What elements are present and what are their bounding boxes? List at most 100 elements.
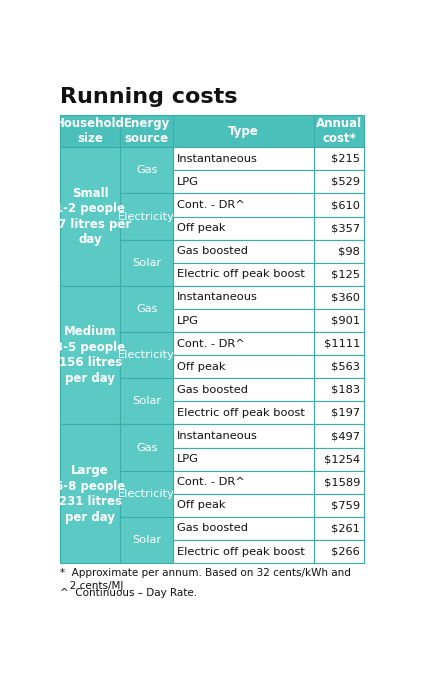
Bar [174, 424, 314, 447]
Text: $1589: $1589 [324, 477, 360, 487]
Bar [314, 379, 364, 402]
Bar [314, 194, 364, 217]
Text: Annual
cost*: Annual cost* [316, 117, 362, 145]
Bar [120, 332, 174, 379]
Text: Electric off peak boost: Electric off peak boost [177, 269, 305, 280]
Text: Instantaneous: Instantaneous [177, 431, 258, 441]
Bar [174, 517, 314, 540]
Text: Cont. - DR^: Cont. - DR^ [177, 339, 245, 349]
Text: Instantaneous: Instantaneous [177, 293, 258, 302]
Bar [120, 471, 174, 517]
Bar [174, 447, 314, 471]
Text: Gas: Gas [136, 443, 158, 453]
Bar [174, 355, 314, 379]
Bar [120, 517, 174, 563]
Bar [314, 424, 364, 447]
Text: $1111: $1111 [324, 339, 360, 349]
Text: $98: $98 [338, 246, 360, 256]
Text: Gas boosted: Gas boosted [177, 246, 248, 256]
Text: Electricity: Electricity [118, 489, 175, 499]
Text: Energy
source: Energy source [124, 117, 170, 145]
Bar [174, 263, 314, 286]
Bar [314, 402, 364, 424]
Bar [174, 540, 314, 563]
Text: $610: $610 [331, 200, 360, 210]
Bar [314, 471, 364, 494]
Text: $357: $357 [331, 223, 360, 233]
Text: Solar: Solar [132, 396, 162, 406]
Bar [314, 517, 364, 540]
Bar [174, 194, 314, 217]
Bar [314, 170, 364, 194]
Text: Household
size: Household size [55, 117, 125, 145]
Bar [314, 447, 364, 471]
Bar [60, 147, 120, 286]
Bar [174, 217, 314, 239]
Bar [174, 286, 314, 309]
Text: Medium
3-5 people
156 litres
per day: Medium 3-5 people 156 litres per day [55, 325, 125, 385]
Bar [174, 115, 314, 147]
Text: $183: $183 [331, 385, 360, 395]
Text: $759: $759 [331, 501, 360, 510]
Text: Electric off peak boost: Electric off peak boost [177, 408, 305, 418]
Bar [120, 115, 174, 147]
Bar [120, 424, 174, 471]
Text: ^  Continuous – Day Rate.: ^ Continuous – Day Rate. [60, 588, 197, 597]
Text: $261: $261 [331, 524, 360, 533]
Text: $125: $125 [331, 269, 360, 280]
Text: LPG: LPG [177, 316, 199, 325]
Text: Solar: Solar [132, 258, 162, 268]
Text: Gas: Gas [136, 166, 158, 175]
Text: $901: $901 [331, 316, 360, 325]
Text: $197: $197 [331, 408, 360, 418]
Text: Electricity: Electricity [118, 211, 175, 222]
Text: Off peak: Off peak [177, 361, 226, 372]
Text: LPG: LPG [177, 177, 199, 187]
Bar [60, 286, 120, 424]
Bar [314, 147, 364, 170]
Text: Gas boosted: Gas boosted [177, 385, 248, 395]
Text: Type: Type [228, 125, 259, 138]
Text: Off peak: Off peak [177, 501, 226, 510]
Bar [60, 424, 120, 563]
Bar [120, 379, 174, 424]
Text: $1254: $1254 [324, 454, 360, 464]
Text: Cont. - DR^: Cont. - DR^ [177, 477, 245, 487]
Bar [314, 494, 364, 517]
Text: LPG: LPG [177, 454, 199, 464]
Bar [174, 147, 314, 170]
Bar [174, 471, 314, 494]
Text: $215: $215 [331, 154, 360, 164]
Bar [314, 286, 364, 309]
Text: $563: $563 [331, 361, 360, 372]
Text: $360: $360 [331, 293, 360, 302]
Bar [60, 115, 120, 147]
Bar [120, 147, 174, 194]
Bar [120, 194, 174, 239]
Bar [174, 332, 314, 355]
Bar [314, 332, 364, 355]
Text: Instantaneous: Instantaneous [177, 154, 258, 164]
Bar [314, 309, 364, 332]
Text: Small
1-2 people
77 litres per
day: Small 1-2 people 77 litres per day [50, 187, 131, 246]
Bar [314, 540, 364, 563]
Bar [314, 239, 364, 263]
Text: Electric off peak boost: Electric off peak boost [177, 546, 305, 557]
Bar [120, 286, 174, 332]
Text: *  Approximate per annum. Based on 32 cents/kWh and
   2 cents/MJ: * Approximate per annum. Based on 32 cen… [60, 567, 351, 591]
Text: Gas: Gas [136, 304, 158, 314]
Bar [314, 115, 364, 147]
Bar [314, 217, 364, 239]
Bar [174, 494, 314, 517]
Bar [314, 263, 364, 286]
Text: Gas boosted: Gas boosted [177, 524, 248, 533]
Bar [314, 355, 364, 379]
Text: $529: $529 [331, 177, 360, 187]
Bar [174, 309, 314, 332]
Text: Solar: Solar [132, 535, 162, 545]
Text: Cont. - DR^: Cont. - DR^ [177, 200, 245, 210]
Bar [174, 379, 314, 402]
Text: Large
6-8 people
231 litres
per day: Large 6-8 people 231 litres per day [55, 464, 125, 524]
Text: Running costs: Running costs [60, 87, 238, 107]
Text: $497: $497 [331, 431, 360, 441]
